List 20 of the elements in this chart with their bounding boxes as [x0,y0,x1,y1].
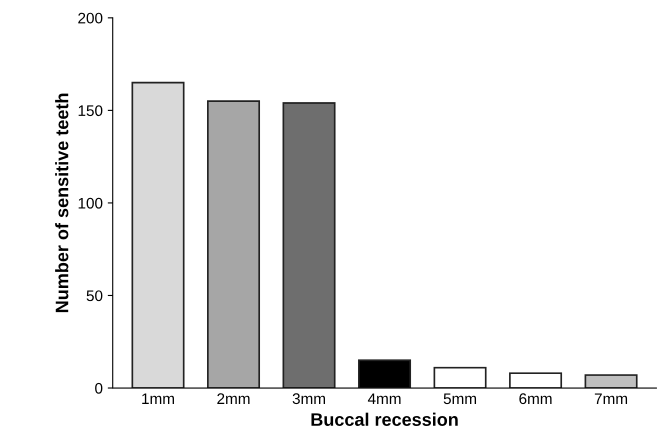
x-axis-title: Buccal recession [311,412,458,426]
y-axis-title: Number of sensitive teeth [55,94,68,312]
y-tick-label: 50 [86,290,102,302]
x-tick-label: 4mm [368,393,401,404]
y-tick-label: 100 [78,198,102,209]
x-tick-label: 3mm [292,393,325,404]
bar [207,100,260,388]
x-tick-label: 2mm [217,393,250,404]
y-tick-label: 150 [78,105,102,116]
bar [509,372,562,388]
bar [132,82,185,388]
x-tick-label: 7mm [594,393,628,404]
bar [282,102,336,388]
y-tick-label: 0 [95,382,102,394]
x-tick-label: 1mm [142,393,174,404]
y-tick-label: 200 [78,12,102,24]
x-tick-label: 5mm [444,393,476,404]
bar [434,366,487,388]
x-tick-label: 6mm [519,393,552,404]
bar [584,374,638,388]
